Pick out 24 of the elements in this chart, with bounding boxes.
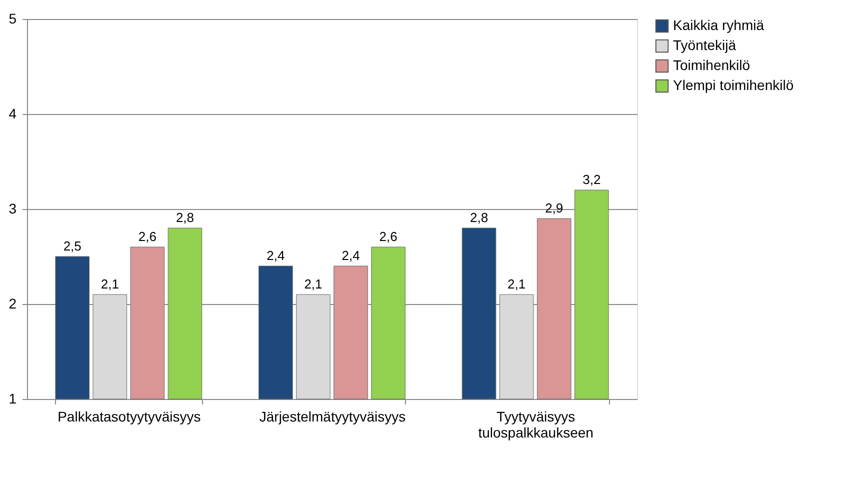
y-tick-label: 5 [8,10,17,26]
data-label: 2,1 [304,276,322,292]
data-label: 2,1 [100,276,119,292]
data-label: 2,8 [470,210,488,225]
y-tick-label: 4 [8,106,17,122]
data-label: 2,6 [138,229,156,244]
data-label: 2,6 [379,229,398,244]
x-tick-label: Tyytyväisyys tulospalkkaukseen [478,408,594,440]
data-label: 2,1 [508,276,526,292]
x-tick-label: Palkkatasotyytyväisyys [58,408,201,424]
data-label: 2,8 [176,210,194,225]
legend-label: Ylempi toimihenkilö [673,77,794,93]
y-tick-label: 2 [8,296,17,312]
data-label: 2,4 [342,248,360,263]
data-label: 2,9 [545,200,564,216]
data-label: 2,5 [63,238,82,254]
data-label: 2,4 [266,248,285,263]
legend-label: Kaikkia ryhmiä [673,17,764,33]
data-label: 3,2 [582,172,601,187]
legend-label: Toimihenkilö [673,57,750,73]
y-tick-label: 3 [8,200,17,216]
x-tick-label: Järjestelmätyytyväisyys [259,408,406,424]
y-tick-label: 1 [8,390,17,406]
legend-label: Työntekijä [673,37,736,53]
